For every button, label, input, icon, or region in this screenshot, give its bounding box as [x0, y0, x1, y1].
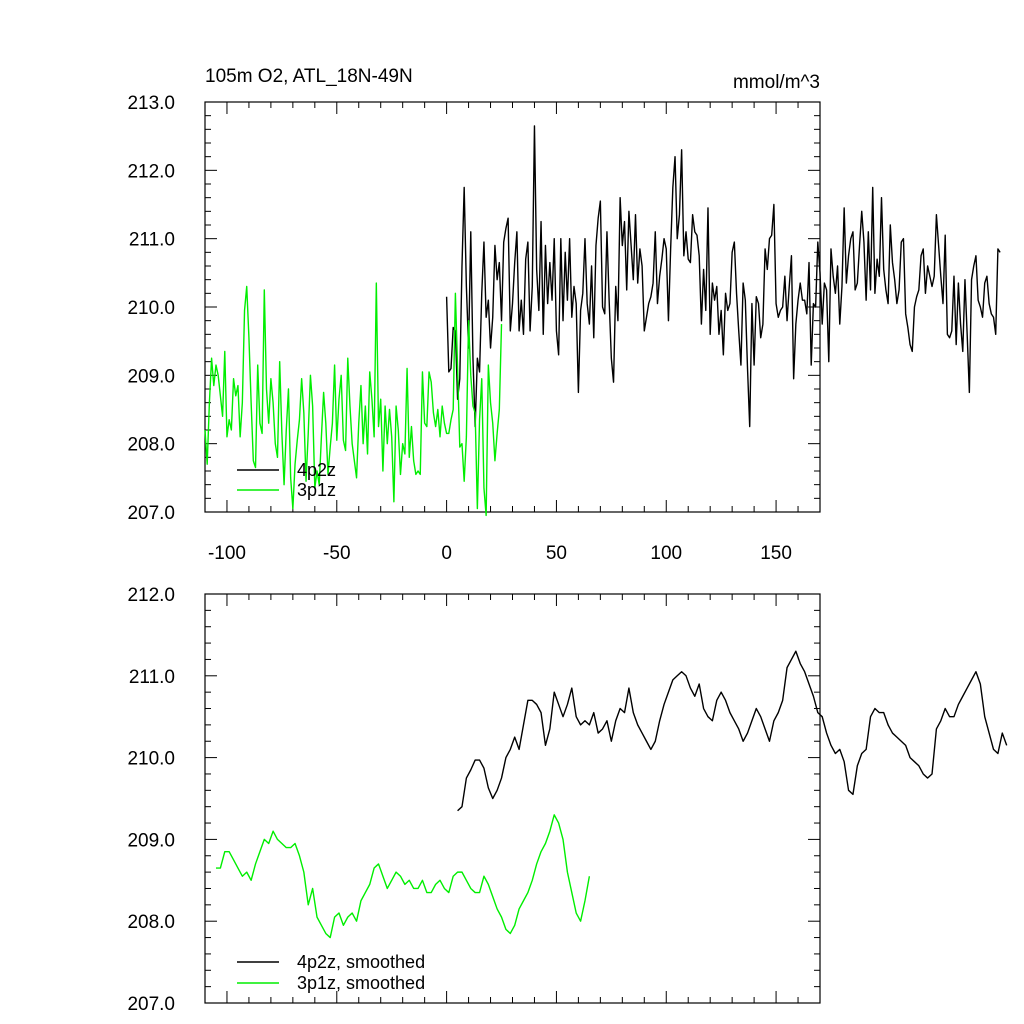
x-tick-label: -50: [323, 543, 350, 564]
legend-label: 4p2z: [297, 460, 336, 480]
units-label: mmol/m^3: [733, 72, 820, 93]
y-tick-label: 208.0: [127, 912, 175, 933]
y-tick-label: 209.0: [127, 366, 175, 387]
series-line-3p1z-smoothed: [215, 814, 591, 939]
y-tick-label: 213.0: [127, 93, 175, 114]
top-plot-area: 207.0 208.0 209.0 210.0 211.0 212.0 213.0 -100 -…: [127, 93, 1001, 564]
y-tick-label: 211.0: [129, 667, 175, 688]
y-tick-label: 212.0: [127, 585, 175, 606]
bottom-panel: 207.0 208.0 209.0 210.0 211.0 212.0 4p2z, smo…: [127, 585, 1008, 1015]
x-tick-label: 100: [650, 543, 682, 564]
plot-frame: [204, 593, 821, 1004]
chart-title: 105m O2, ATL_18N-49N: [205, 66, 413, 87]
y-tick-label: 210.0: [127, 298, 175, 319]
x-tick-label: 150: [760, 543, 792, 564]
legend-label: 3p1z: [297, 480, 336, 500]
y-tick-label: 207.0: [127, 503, 175, 524]
x-tick-label: 50: [546, 543, 567, 564]
bottom-plot-area: 207.0 208.0 209.0 210.0 211.0 212.0: [127, 585, 1008, 1015]
y-tick-label: 212.0: [127, 161, 175, 182]
y-tick-label: 209.0: [127, 830, 175, 851]
y-tick-label: 210.0: [127, 749, 175, 770]
x-tick-label: 0: [441, 543, 452, 564]
legend-label: 3p1z, smoothed: [297, 973, 425, 993]
y-tick-label: 208.0: [127, 435, 175, 456]
series-line-4p2z: [445, 125, 1001, 428]
series-line-4p2z-smoothed: [457, 650, 1008, 812]
top-panel: 105m O2, ATL_18N-49N mmol/m^3 207.0 208.0…: [127, 66, 1001, 564]
series-line-3p1z: [204, 282, 503, 517]
y-tick-label: 211.0: [129, 230, 175, 251]
y-tick-label: 207.0: [127, 994, 175, 1015]
legend-label: 4p2z, smoothed: [297, 952, 425, 972]
x-tick-label: -100: [208, 543, 246, 564]
